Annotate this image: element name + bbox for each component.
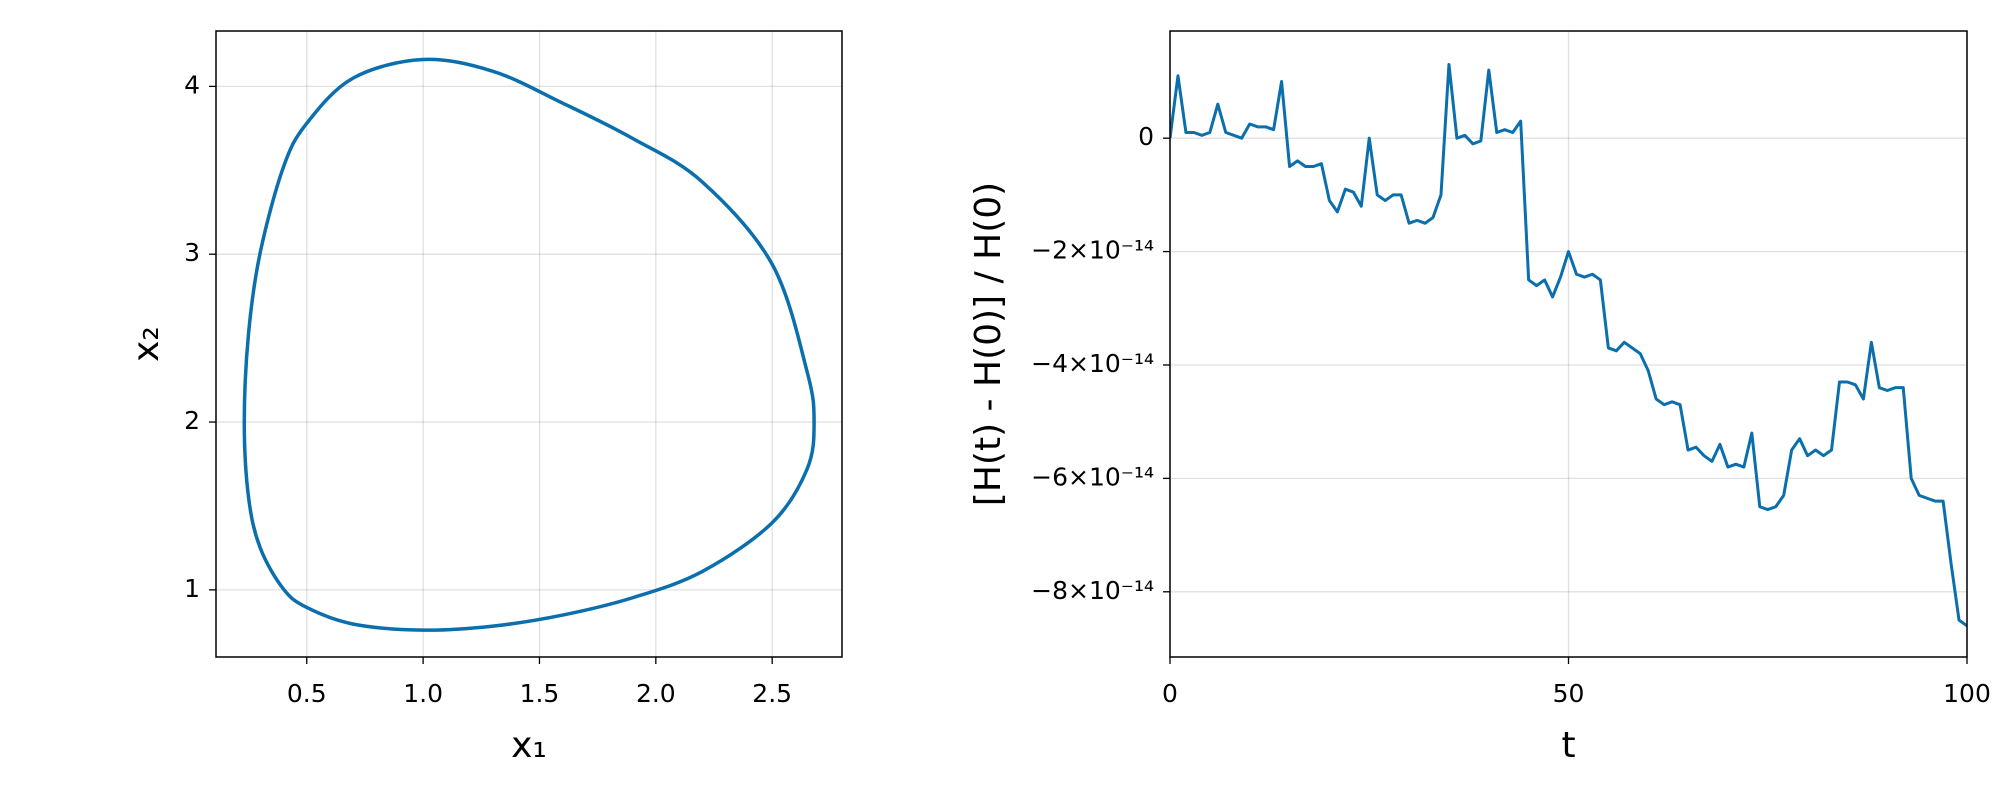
x-tick-label: 0 [1162,679,1178,708]
y-tick-label: −8×10⁻¹⁴ [1031,576,1154,605]
data-line [242,57,816,632]
y-axis-label: x₂ [126,326,167,362]
y-axis-label: [H(t) - H(0)] / H(0) [968,182,1009,506]
x-axis-label: t [1561,725,1575,766]
x-tick-label: 50 [1553,679,1585,708]
y-tick-label: 2 [184,406,200,435]
x-tick-label: 1.0 [403,679,443,708]
plot-area [1170,62,1967,628]
data-line [1170,62,1967,628]
y-tick-label: −6×10⁻¹⁴ [1031,462,1154,491]
plot-area [242,57,816,632]
axes-frame [1169,30,1968,658]
x-tick-label: 2.5 [752,679,792,708]
x-tick-label: 2.0 [636,679,676,708]
y-tick-label: −4×10⁻¹⁴ [1031,349,1154,378]
y-tick-label: 3 [184,238,200,267]
x-tick-label: 1.5 [520,679,560,708]
y-tick-label: −2×10⁻¹⁴ [1031,236,1154,265]
x-tick-label: 0.5 [287,679,327,708]
y-tick-label: 4 [184,70,200,99]
x-axis-label: x₁ [511,725,547,766]
x-tick-label: 100 [1943,679,1991,708]
axes-frame [215,30,843,658]
y-tick-label: 1 [184,574,200,603]
y-tick-label: 0 [1138,122,1154,151]
